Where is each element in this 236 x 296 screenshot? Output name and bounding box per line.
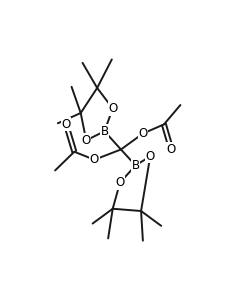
Text: B: B <box>101 125 109 138</box>
Text: O: O <box>138 127 148 140</box>
Text: O: O <box>167 143 176 156</box>
Text: O: O <box>115 176 125 189</box>
Text: O: O <box>61 118 71 131</box>
Text: O: O <box>82 134 91 147</box>
Text: O: O <box>146 150 155 163</box>
Text: O: O <box>108 102 117 115</box>
Text: B: B <box>131 159 140 172</box>
Text: O: O <box>90 153 99 166</box>
